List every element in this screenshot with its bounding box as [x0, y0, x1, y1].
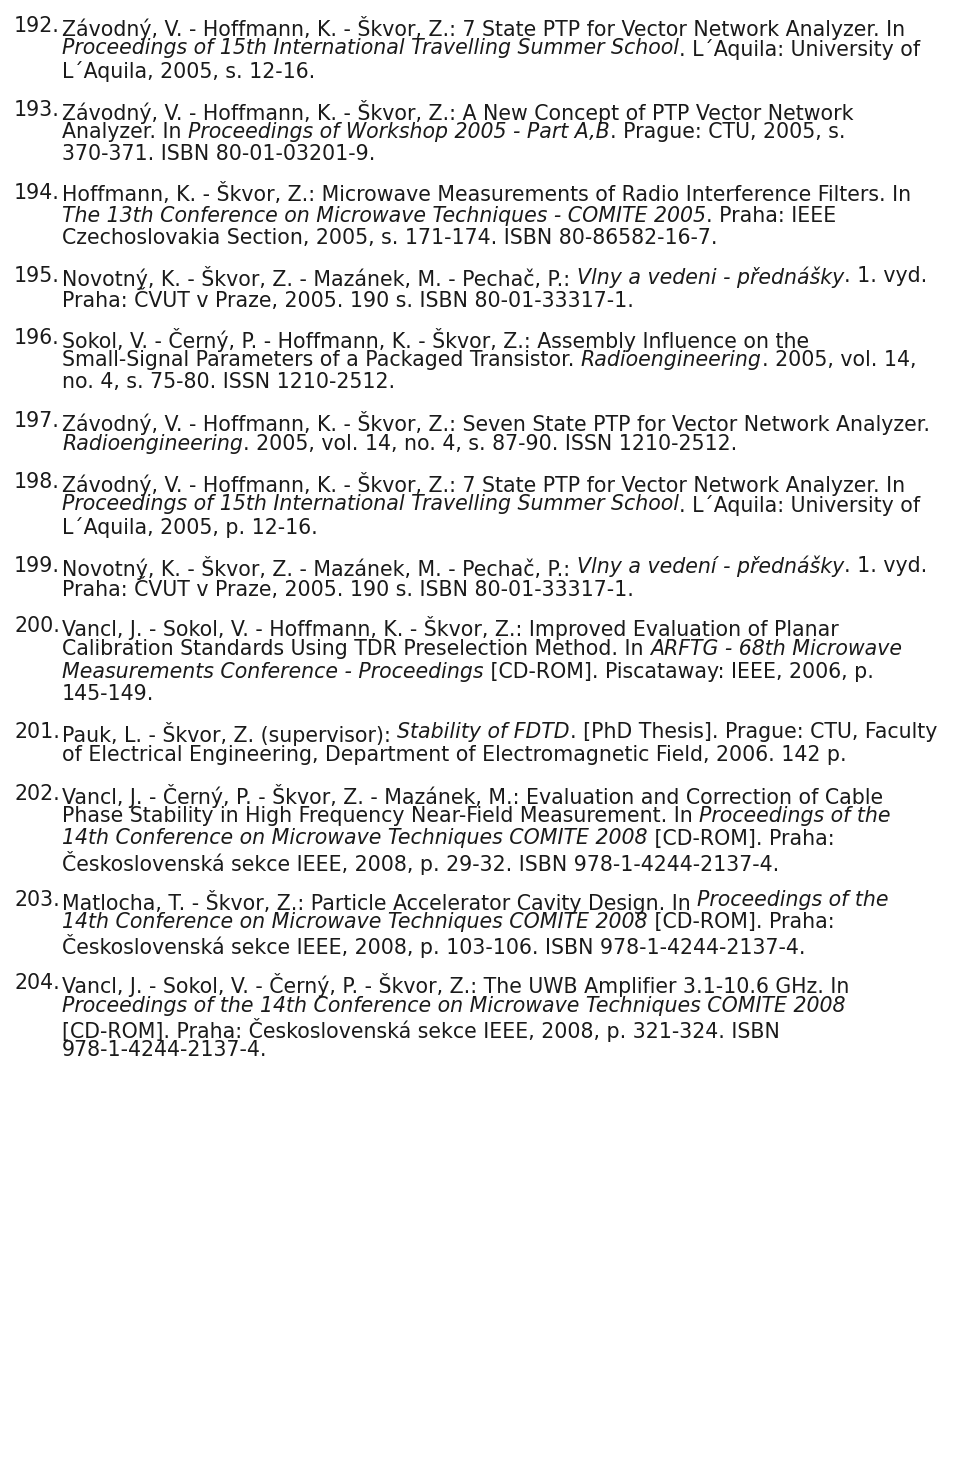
- Text: Proceedings of the: Proceedings of the: [699, 806, 898, 826]
- Text: Measurements Conference - Proceedings: Measurements Conference - Proceedings: [62, 661, 484, 682]
- Text: Czechoslovakia Section, 2005, s. 171-174. ISBN 80-86582-16-7.: Czechoslovakia Section, 2005, s. 171-174…: [62, 228, 717, 248]
- Text: The 13th Conference on Microwave Techniques - COMITE 2005: The 13th Conference on Microwave Techniq…: [62, 206, 706, 225]
- Text: 196.: 196.: [14, 327, 60, 347]
- Text: 201.: 201.: [14, 723, 60, 743]
- Text: [CD-ROM]. Praha:: [CD-ROM]. Praha:: [647, 912, 841, 931]
- Text: . [PhD Thesis]. Prague: CTU, Faculty: . [PhD Thesis]. Prague: CTU, Faculty: [570, 723, 944, 743]
- Text: Závodný, V. - Hoffmann, K. - Škvor, Z.: 7 State PTP for Vector Network Analyzer.: Závodný, V. - Hoffmann, K. - Škvor, Z.: …: [62, 472, 912, 496]
- Text: [CD-ROM]. Piscataway: IEEE, 2006, p.: [CD-ROM]. Piscataway: IEEE, 2006, p.: [484, 661, 880, 682]
- Text: [CD-ROM]. Praha: Československá sekce IEEE, 2008, p. 321-324. ISBN: [CD-ROM]. Praha: Československá sekce IE…: [62, 1018, 786, 1042]
- Text: Radioengineering: Radioengineering: [581, 350, 761, 369]
- Text: Analyzer. In: Analyzer. In: [62, 123, 188, 142]
- Text: Vlny a vedeni - přednášky: Vlny a vedeni - přednášky: [577, 267, 844, 288]
- Text: Československá sekce IEEE, 2008, p. 29-32. ISBN 978-1-4244-2137-4.: Československá sekce IEEE, 2008, p. 29-3…: [62, 851, 780, 875]
- Text: Pauk, L. - Škvor, Z. (supervisor):: Pauk, L. - Škvor, Z. (supervisor):: [62, 723, 397, 746]
- Text: 193.: 193.: [14, 99, 60, 120]
- Text: 199.: 199.: [14, 555, 60, 575]
- Text: Proceedings of 15th International Travelling Summer School: Proceedings of 15th International Travel…: [62, 495, 679, 514]
- Text: Stability of FDTD: Stability of FDTD: [397, 723, 570, 743]
- Text: 198.: 198.: [14, 472, 60, 492]
- Text: Závodný, V. - Hoffmann, K. - Škvor, Z.: A New Concept of PTP Vector Network: Závodný, V. - Hoffmann, K. - Škvor, Z.: …: [62, 99, 860, 124]
- Text: 197.: 197.: [14, 412, 60, 431]
- Text: 370-371. ISBN 80-01-03201-9.: 370-371. ISBN 80-01-03201-9.: [62, 145, 375, 165]
- Text: Vancl, J. - Sokol, V. - Černý, P. - Škvor, Z.: The UWB Amplifier 3.1-10.6 GHz. I: Vancl, J. - Sokol, V. - Černý, P. - Škvo…: [62, 972, 856, 997]
- Text: Sokol, V. - Černý, P. - Hoffmann, K. - Škvor, Z.: Assembly Influence on the: Sokol, V. - Černý, P. - Hoffmann, K. - Š…: [62, 327, 816, 352]
- Text: Calibration Standards Using TDR Preselection Method. In: Calibration Standards Using TDR Preselec…: [62, 639, 650, 658]
- Text: . L´Aquila: University of: . L´Aquila: University of: [679, 38, 926, 60]
- Text: Vlny a vedení - přednášky: Vlny a vedení - přednášky: [577, 555, 844, 577]
- Text: 194.: 194.: [14, 182, 60, 203]
- Text: Proceedings of Workshop 2005 - Part A,B: Proceedings of Workshop 2005 - Part A,B: [188, 123, 610, 142]
- Text: 203.: 203.: [14, 889, 60, 910]
- Text: Proceedings of the 14th Conference on Microwave Techniques COMITE 2008: Proceedings of the 14th Conference on Mi…: [62, 996, 846, 1016]
- Text: 204.: 204.: [14, 972, 60, 993]
- Text: Vancl, J. - Černý, P. - Škvor, Z. - Mazánek, M.: Evaluation and Correction of Ca: Vancl, J. - Černý, P. - Škvor, Z. - Mazá…: [62, 784, 890, 807]
- Text: . Praha: IEEE: . Praha: IEEE: [706, 206, 843, 225]
- Text: . 1. vyd.: . 1. vyd.: [844, 555, 934, 575]
- Text: Hoffmann, K. - Škvor, Z.: Microwave Measurements of Radio Interference Filters. : Hoffmann, K. - Škvor, Z.: Microwave Meas…: [62, 182, 918, 204]
- Text: . Prague: CTU, 2005, s.: . Prague: CTU, 2005, s.: [610, 123, 852, 142]
- Text: [CD-ROM]. Praha:: [CD-ROM]. Praha:: [647, 828, 841, 848]
- Text: 200.: 200.: [14, 616, 60, 637]
- Text: Radioengineering: Radioengineering: [62, 434, 243, 454]
- Text: 14th Conference on Microwave Techniques COMITE 2008: 14th Conference on Microwave Techniques …: [62, 828, 647, 848]
- Text: Proceedings of 15th International Travelling Summer School: Proceedings of 15th International Travel…: [62, 38, 679, 58]
- Text: no. 4, s. 75-80. ISSN 1210-2512.: no. 4, s. 75-80. ISSN 1210-2512.: [62, 372, 396, 393]
- Text: Závodný, V. - Hoffmann, K. - Škvor, Z.: 7 State PTP for Vector Network Analyzer.: Závodný, V. - Hoffmann, K. - Škvor, Z.: …: [62, 16, 912, 39]
- Text: Vancl, J. - Sokol, V. - Hoffmann, K. - Škvor, Z.: Improved Evaluation of Planar: Vancl, J. - Sokol, V. - Hoffmann, K. - Š…: [62, 616, 845, 641]
- Text: Novotný, K. - Škvor, Z. - Mazánek, M. - Pechač, P.:: Novotný, K. - Škvor, Z. - Mazánek, M. - …: [62, 555, 577, 580]
- Text: Československá sekce IEEE, 2008, p. 103-106. ISBN 978-1-4244-2137-4.: Československá sekce IEEE, 2008, p. 103-…: [62, 934, 805, 959]
- Text: 202.: 202.: [14, 784, 60, 803]
- Text: 978-1-4244-2137-4.: 978-1-4244-2137-4.: [62, 1041, 268, 1060]
- Text: L´Aquila, 2005, s. 12-16.: L´Aquila, 2005, s. 12-16.: [62, 61, 315, 82]
- Text: 195.: 195.: [14, 267, 60, 286]
- Text: ARFTG - 68th Microwave: ARFTG - 68th Microwave: [650, 639, 908, 658]
- Text: of Electrical Engineering, Department of Electromagnetic Field, 2006. 142 p.: of Electrical Engineering, Department of…: [62, 745, 847, 765]
- Text: L´Aquila, 2005, p. 12-16.: L´Aquila, 2005, p. 12-16.: [62, 517, 318, 537]
- Text: 145-149.: 145-149.: [62, 683, 155, 704]
- Text: . 2005, vol. 14, no. 4, s. 87-90. ISSN 1210-2512.: . 2005, vol. 14, no. 4, s. 87-90. ISSN 1…: [243, 434, 737, 454]
- Text: Závodný, V. - Hoffmann, K. - Škvor, Z.: Seven State PTP for Vector Network Analy: Závodný, V. - Hoffmann, K. - Škvor, Z.: …: [62, 412, 937, 435]
- Text: . 1. vyd.: . 1. vyd.: [844, 267, 934, 286]
- Text: Praha: ČVUT v Praze, 2005. 190 s. ISBN 80-01-33317-1.: Praha: ČVUT v Praze, 2005. 190 s. ISBN 8…: [62, 289, 634, 311]
- Text: . L´Aquila: University of: . L´Aquila: University of: [679, 495, 926, 515]
- Text: . 2005, vol. 14,: . 2005, vol. 14,: [761, 350, 923, 369]
- Text: Phase Stability in High Frequency Near-Field Measurement. In: Phase Stability in High Frequency Near-F…: [62, 806, 699, 826]
- Text: Praha: ČVUT v Praze, 2005. 190 s. ISBN 80-01-33317-1.: Praha: ČVUT v Praze, 2005. 190 s. ISBN 8…: [62, 578, 634, 600]
- Text: 14th Conference on Microwave Techniques COMITE 2008: 14th Conference on Microwave Techniques …: [62, 912, 647, 931]
- Text: Novotný, K. - Škvor, Z. - Mazánek, M. - Pechač, P.:: Novotný, K. - Škvor, Z. - Mazánek, M. - …: [62, 267, 577, 291]
- Text: Matlocha, T. - Škvor, Z.: Particle Accelerator Cavity Design. In: Matlocha, T. - Škvor, Z.: Particle Accel…: [62, 889, 697, 914]
- Text: 192.: 192.: [14, 16, 60, 36]
- Text: Proceedings of the: Proceedings of the: [697, 889, 896, 910]
- Text: Small-Signal Parameters of a Packaged Transistor.: Small-Signal Parameters of a Packaged Tr…: [62, 350, 581, 369]
